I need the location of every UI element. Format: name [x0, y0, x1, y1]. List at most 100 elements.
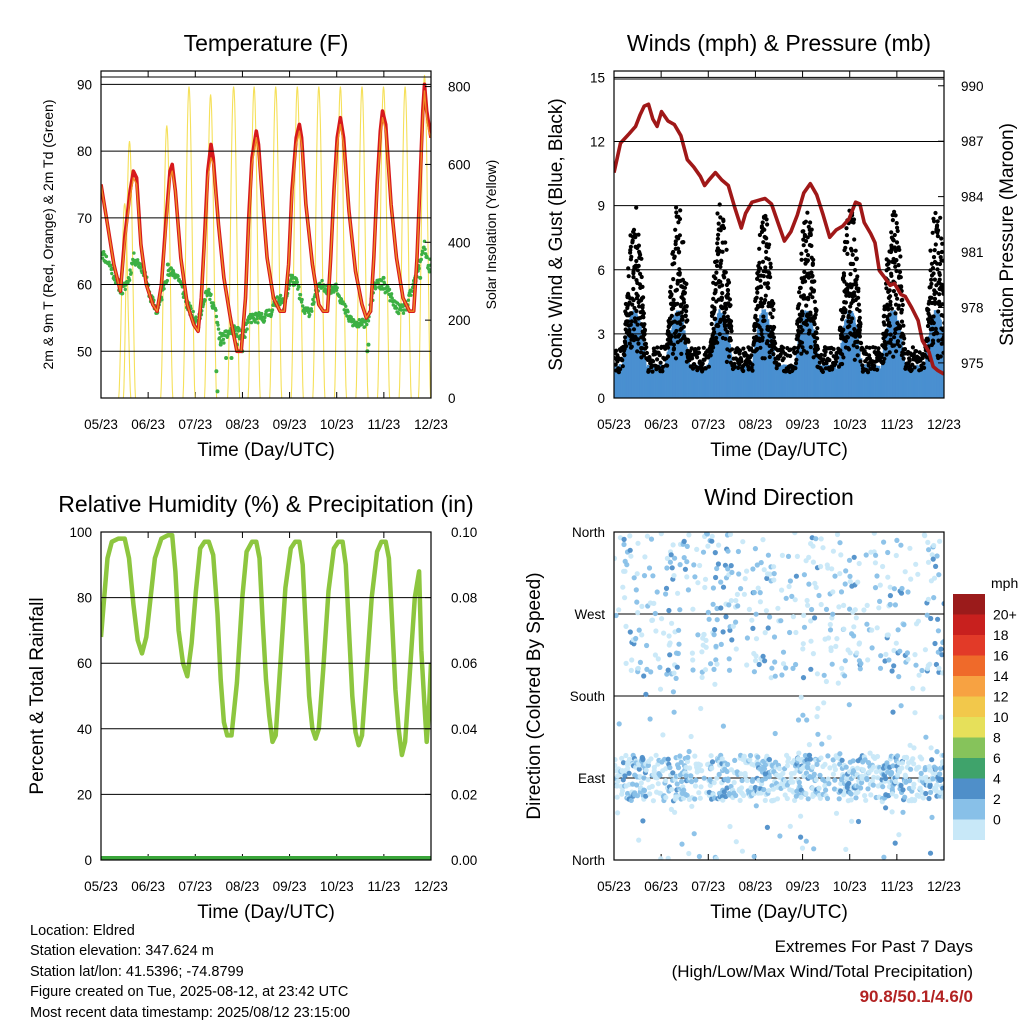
gust-point	[642, 322, 647, 327]
gust-point	[812, 315, 818, 320]
temp-9m-line	[101, 90, 431, 352]
gust-point	[815, 336, 820, 341]
gust-point	[692, 362, 697, 367]
direction-point	[738, 785, 745, 791]
direction-point	[775, 605, 781, 611]
gust-point	[841, 327, 846, 332]
direction-point	[663, 794, 669, 801]
gust-point	[894, 240, 900, 245]
gust-point	[850, 316, 855, 321]
gust-point	[931, 271, 936, 276]
direction-point	[683, 773, 689, 779]
direction-point	[889, 770, 895, 776]
dewpoint-point	[311, 297, 315, 302]
direction-point	[739, 777, 745, 784]
direction-point	[832, 573, 838, 579]
x-tick-label: 10/23	[833, 417, 867, 432]
gust-point	[643, 341, 649, 346]
gust-point	[854, 256, 859, 261]
gust-point	[873, 345, 878, 350]
gust-point	[933, 242, 938, 247]
direction-point	[822, 783, 828, 789]
gust-point	[929, 295, 934, 300]
direction-point	[819, 741, 825, 747]
direction-point	[779, 672, 785, 678]
gust-point	[941, 258, 944, 263]
gust-point	[819, 352, 824, 358]
gust-point	[930, 230, 935, 235]
dewpoint-point	[365, 322, 369, 327]
gust-point	[941, 341, 944, 346]
direction-point	[690, 667, 696, 673]
direction-point	[741, 591, 748, 597]
direction-point	[614, 757, 618, 763]
gust-point	[768, 265, 773, 270]
gust-point	[762, 356, 767, 361]
direction-point	[652, 652, 659, 658]
gust-point	[755, 347, 760, 352]
gust-point	[765, 222, 770, 227]
gust-point	[922, 365, 927, 370]
y-tick-label: 6	[597, 263, 605, 278]
direction-point	[698, 705, 704, 712]
direction-point	[891, 647, 897, 654]
direction-point	[780, 770, 786, 777]
direction-point	[784, 795, 790, 802]
direction-point	[622, 773, 628, 779]
direction-point	[783, 665, 789, 671]
y-tick-label: 15	[590, 70, 605, 85]
direction-point	[843, 568, 849, 574]
dewpoint-point	[406, 298, 411, 302]
dewpoint-point	[214, 369, 219, 374]
dewpoint-point	[191, 309, 195, 314]
y-tick-label-right: 984	[961, 190, 984, 205]
direction-point	[671, 573, 677, 579]
gust-point	[847, 309, 852, 314]
y-tick-label-right: 981	[961, 245, 984, 260]
direction-point	[766, 774, 772, 780]
direction-point	[694, 546, 700, 553]
direction-point	[614, 762, 618, 768]
gust-point	[793, 366, 798, 371]
gust-point	[888, 337, 893, 342]
gust-point	[768, 275, 773, 280]
plot-frame	[100, 531, 432, 861]
direction-point	[668, 786, 675, 793]
direction-point	[634, 793, 641, 799]
gust-point	[758, 300, 764, 306]
x-axis-label: Time (Day/UTC)	[197, 440, 335, 461]
direction-point	[815, 731, 821, 737]
y-tick-label-right: 0.02	[451, 787, 477, 802]
direction-point	[727, 823, 733, 830]
gust-point	[930, 266, 936, 271]
gust-point	[637, 304, 642, 309]
gust-point	[938, 255, 943, 260]
direction-point	[892, 602, 899, 608]
gust-point	[637, 282, 643, 287]
gust-point	[809, 243, 814, 248]
direction-point	[836, 796, 842, 802]
direction-point	[859, 780, 865, 786]
direction-point	[682, 566, 689, 572]
gust-point	[657, 353, 663, 358]
gust-point	[724, 306, 729, 311]
direction-point	[699, 674, 705, 681]
direction-point	[633, 635, 639, 642]
gust-point	[690, 366, 696, 371]
direction-point	[767, 571, 773, 577]
y-axis-label: Sonic Wind & Gust (Blue, Black)	[546, 98, 567, 370]
gust-point	[857, 315, 862, 320]
direction-point	[675, 590, 681, 596]
direction-point	[703, 644, 709, 650]
direction-point	[804, 597, 810, 604]
gust-point	[938, 215, 943, 220]
gust-point	[636, 263, 641, 268]
gust-point	[805, 253, 811, 258]
gust-point	[937, 277, 942, 282]
gust-point	[852, 293, 857, 298]
gust-point	[677, 272, 682, 277]
direction-point	[760, 537, 766, 543]
dewpoint-point	[203, 298, 207, 302]
direction-point	[627, 533, 633, 539]
direction-point	[671, 670, 677, 676]
